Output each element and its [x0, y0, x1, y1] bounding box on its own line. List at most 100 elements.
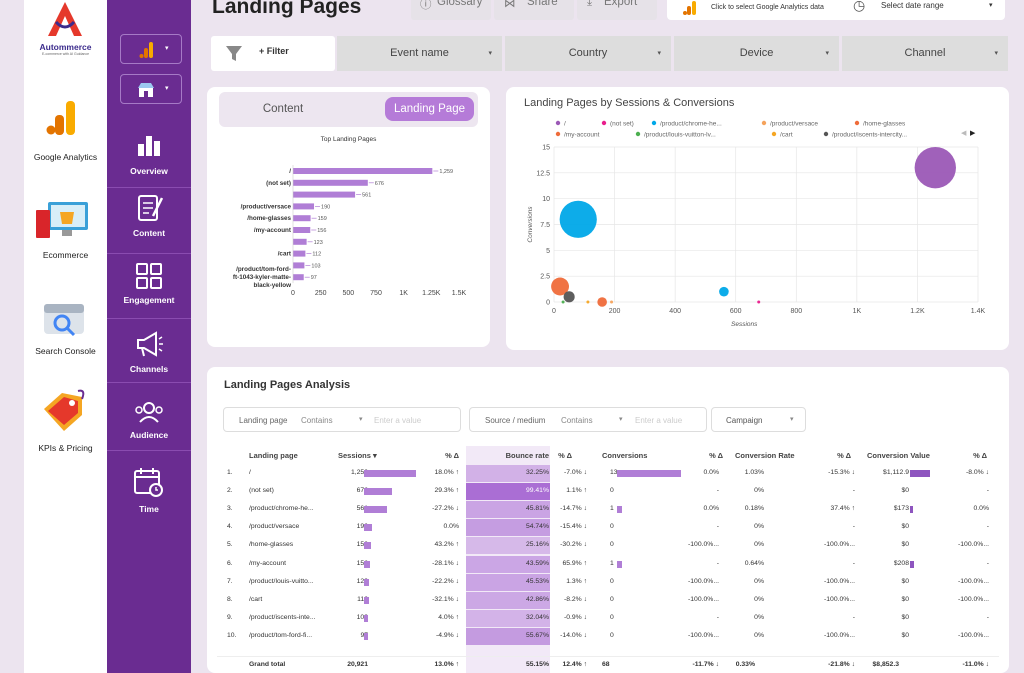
nav-item-audience[interactable]: Audience: [107, 398, 191, 448]
filter-value-input[interactable]: Enter a value: [374, 416, 422, 425]
nav-item-time[interactable]: Time: [107, 466, 191, 521]
y-tick-label: 10: [542, 196, 550, 203]
conversions-delta: -: [716, 559, 719, 567]
column-header[interactable]: % Δ: [445, 451, 459, 460]
country-filter[interactable]: Country ▾: [505, 36, 671, 71]
x-tick-label: 500: [342, 290, 354, 297]
landing-page-cell: /my-account: [249, 559, 287, 567]
calendar-clock-icon: [134, 468, 163, 497]
column-header[interactable]: % Δ: [837, 451, 851, 460]
conversion-value-cell: $173: [893, 505, 909, 513]
nav-item-overview[interactable]: Overview: [107, 128, 191, 183]
legend-prev-icon[interactable]: ◀: [961, 130, 967, 137]
filter-operator[interactable]: Contains: [561, 416, 593, 425]
scatter-point[interactable]: [559, 200, 597, 238]
sessions-bar: [364, 596, 369, 604]
nav-item-content[interactable]: Content: [107, 192, 191, 247]
conversion-rate-delta: -100.0%...: [824, 595, 855, 603]
bounce-delta: 1.1% ↑: [566, 487, 587, 495]
column-header[interactable]: Landing page: [249, 451, 298, 460]
chevron-down-icon: ▾: [359, 416, 363, 423]
filter-label: Source / medium: [485, 416, 546, 425]
conversion-value-cell: $0: [901, 631, 909, 639]
column-header[interactable]: Conversion Rate: [735, 451, 795, 460]
sidebar-item-search-console[interactable]: Search Console: [24, 298, 107, 368]
landing-page-cell: /home-glasses: [249, 541, 294, 549]
landing-page-cell: /cart: [249, 595, 263, 603]
conversion-rate-delta: -15.3% ↓: [828, 469, 855, 476]
x-tick-label: 1K: [853, 308, 862, 315]
column-header[interactable]: % Δ: [558, 451, 572, 460]
glossary-button[interactable]: ⓘ Glossary: [411, 0, 491, 20]
sessions-cell: 156: [356, 559, 368, 567]
conversions-cell: 1: [610, 559, 614, 567]
scatter-point[interactable]: [597, 297, 607, 307]
date-range-select[interactable]: Select date range: [881, 1, 944, 10]
scatter-point[interactable]: [551, 277, 569, 296]
tab-content[interactable]: Content: [262, 103, 304, 115]
y-tick-label: 0: [546, 300, 550, 307]
tab-landing-page[interactable]: Landing Page: [385, 97, 474, 121]
sessions-delta: -22.2% ↓: [432, 577, 459, 585]
scatter-point[interactable]: [719, 286, 729, 297]
scatter-point[interactable]: [610, 300, 614, 304]
ga-select-hint[interactable]: Click to select Google Analytics data: [711, 4, 824, 11]
bar: [293, 262, 305, 269]
store-dropdown[interactable]: ▾: [120, 74, 182, 104]
scatter-point[interactable]: [757, 300, 761, 304]
event-name-filter[interactable]: Event name ▾: [337, 36, 502, 71]
conversions-cell: 0: [610, 613, 614, 621]
data-source-dropdown[interactable]: ▾: [120, 34, 182, 64]
export-button[interactable]: ⤓ Export: [577, 0, 657, 20]
sidebar-item-label: Google Analytics: [33, 152, 98, 162]
channel-filter[interactable]: Channel ▾: [842, 36, 1008, 71]
add-filter-button[interactable]: + Filter: [211, 36, 335, 71]
legend-label: /my-account: [564, 131, 600, 138]
nav-item-engagement[interactable]: Engagement: [107, 262, 191, 317]
country-label: Country: [568, 47, 608, 59]
conversion-rate-cell: 0%: [754, 595, 764, 603]
conversion-value-bar: [910, 470, 930, 477]
bar-chart-icon: [138, 136, 160, 156]
nav-item-label: Content: [132, 228, 166, 238]
total-divider: [217, 656, 999, 657]
column-header[interactable]: Sessions ▾: [338, 451, 377, 460]
filter-value-input[interactable]: Enter a value: [635, 416, 683, 425]
device-filter[interactable]: Device ▾: [674, 36, 839, 71]
campaign-filter[interactable]: Campaign ▾: [711, 407, 806, 432]
sessions-delta: -4.9% ↓: [435, 631, 459, 639]
total-sessions: 20,921: [347, 661, 368, 668]
sidebar-item-ecommerce[interactable]: Ecommerce: [24, 200, 107, 270]
grand-total-label: Grand total: [249, 661, 286, 668]
sidebar-item-kpis-pricing[interactable]: KPIs & Pricing: [24, 385, 107, 455]
filter-operator[interactable]: Contains: [301, 416, 333, 425]
sessions-cell: 103: [356, 613, 368, 621]
document-pen-icon: [138, 195, 164, 221]
column-header[interactable]: Bounce rate: [505, 451, 549, 460]
share-button[interactable]: ⋈ Share: [494, 0, 574, 20]
conversions-cell: 0: [610, 523, 614, 531]
category-label: /cart: [278, 251, 292, 258]
column-header[interactable]: Conversion Value: [867, 451, 930, 460]
scatter-point[interactable]: [563, 291, 575, 303]
conversions-delta: -: [716, 487, 719, 495]
scatter-point[interactable]: [914, 146, 956, 189]
bounce-rate-cell: 43.59%: [525, 559, 549, 567]
nav-divider: [107, 382, 191, 383]
row-number: 9.: [227, 613, 233, 621]
legend-next-icon[interactable]: ▶: [970, 130, 976, 137]
share-icon: ⋈: [504, 0, 516, 10]
conversions-delta: -100.0%...: [688, 577, 719, 585]
source-medium-filter[interactable]: Source / medium Contains ▾ Enter a value: [469, 407, 707, 432]
sidebar-item-google-analytics[interactable]: Google Analytics: [24, 95, 107, 170]
total-conversion-rate: 0.33%: [735, 661, 755, 668]
conversions-delta: -: [716, 613, 719, 621]
scatter-point[interactable]: [586, 300, 590, 304]
scatter-point[interactable]: [561, 300, 565, 304]
landing-page-filter[interactable]: Landing page Contains ▾ Enter a value: [223, 407, 461, 432]
bounce-heat-cell: [466, 519, 550, 537]
column-header[interactable]: % Δ: [973, 451, 987, 460]
nav-item-channels[interactable]: Channels: [107, 330, 191, 380]
column-header[interactable]: % Δ: [709, 451, 723, 460]
column-header[interactable]: Conversions: [602, 451, 648, 460]
